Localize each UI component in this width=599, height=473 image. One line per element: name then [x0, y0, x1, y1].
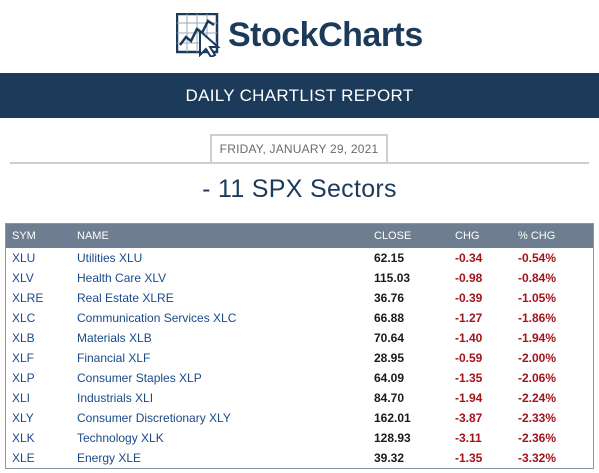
change-value: -0.34: [455, 251, 483, 265]
change-value: -1.35: [455, 371, 483, 385]
column-header-pct-chg[interactable]: % CHG: [518, 230, 556, 242]
table-row: XLP Consumer Staples XLP 64.09 -1.35 -2.06%: [6, 368, 593, 388]
close-value: 162.01: [374, 411, 411, 425]
close-value: 128.93: [374, 431, 411, 445]
table-row: XLE Energy XLE 39.32 -1.35 -3.32%: [6, 448, 593, 468]
close-value: 66.88: [374, 311, 405, 325]
change-value: -1.35: [455, 451, 483, 465]
symbol-link[interactable]: XLI: [12, 391, 31, 405]
symbol-link[interactable]: XLE: [12, 451, 35, 465]
name-link[interactable]: Real Estate XLRE: [77, 291, 174, 305]
symbol-link[interactable]: XLF: [12, 351, 35, 365]
table-row: XLY Consumer Discretionary XLY 162.01 -3.87…: [6, 408, 593, 428]
table-row: XLV Health Care XLV 115.03 -0.98 -0.84%: [6, 268, 593, 288]
close-value: 36.76: [374, 291, 405, 305]
table-row: XLC Communication Services XLC 66.88 -1.27 -…: [6, 308, 593, 328]
name-link[interactable]: Health Care XLV: [77, 271, 167, 285]
close-value: 64.09: [374, 371, 405, 385]
percent-change-value: -3.32%: [518, 451, 557, 465]
percent-change-value: -2.24%: [518, 391, 557, 405]
percent-change-value: -2.00%: [518, 351, 557, 365]
report-date-box: FRIDAY, JANUARY 29, 2021: [210, 134, 388, 164]
change-value: -0.39: [455, 291, 483, 305]
change-value: -3.87: [455, 411, 483, 425]
name-link[interactable]: Consumer Discretionary XLY: [77, 411, 231, 425]
close-value: 70.64: [374, 331, 405, 345]
table-header: SYM NAME CLOSE CHG % CHG: [6, 224, 593, 248]
report-title: - 11 SPX Sectors: [202, 175, 397, 203]
percent-change-value: -0.54%: [518, 251, 557, 265]
chart-cursor-icon: [176, 13, 221, 57]
brand-logo[interactable]: StockCharts: [176, 12, 423, 58]
name-link[interactable]: Communication Services XLC: [77, 311, 237, 325]
change-value: -1.40: [455, 331, 483, 345]
symbol-link[interactable]: XLC: [12, 311, 36, 325]
symbol-link[interactable]: XLB: [12, 331, 35, 345]
close-value: 115.03: [374, 271, 411, 285]
name-link[interactable]: Energy XLE: [77, 451, 142, 465]
table-row: XLU Utilities XLU 62.15 -0.34 -0.54%: [6, 248, 593, 268]
change-value: -1.27: [455, 311, 483, 325]
name-link[interactable]: Consumer Staples XLP: [77, 371, 202, 385]
table-row: XLB Materials XLB 70.64 -1.40 -1.94%: [6, 328, 593, 348]
change-value: -0.59: [455, 351, 483, 365]
sector-table: SYM NAME CLOSE CHG % CHG XLU Utilities XL…: [5, 223, 594, 469]
percent-change-value: -2.36%: [518, 431, 557, 445]
symbol-link[interactable]: XLRE: [12, 291, 44, 305]
name-link[interactable]: Industrials XLI: [77, 391, 154, 405]
percent-change-value: -1.86%: [518, 311, 557, 325]
report-banner: DAILY CHARTLIST REPORT: [0, 73, 599, 118]
change-value: -3.11: [455, 431, 482, 445]
symbol-link[interactable]: XLV: [12, 271, 34, 285]
percent-change-value: -1.05%: [518, 291, 557, 305]
logo-bar: StockCharts: [0, 0, 599, 73]
name-link[interactable]: Financial XLF: [77, 351, 151, 365]
percent-change-value: -2.33%: [518, 411, 557, 425]
table-row: XLI Industrials XLI 84.70 -1.94 -2.24%: [6, 388, 593, 408]
table-row: XLK Technology XLK 128.93 -3.11 -2.36%: [6, 428, 593, 448]
name-link[interactable]: Materials XLB: [77, 331, 152, 345]
name-link[interactable]: Technology XLK: [77, 431, 164, 445]
column-header-close[interactable]: CLOSE: [374, 230, 412, 242]
change-value: -0.98: [455, 271, 483, 285]
change-value: -1.94: [455, 391, 483, 405]
column-header-name[interactable]: NAME: [77, 230, 109, 242]
column-header-chg[interactable]: CHG: [455, 230, 480, 242]
close-value: 39.32: [374, 451, 405, 465]
percent-change-value: -1.94%: [518, 331, 557, 345]
close-value: 84.70: [374, 391, 405, 405]
table-row: XLF Financial XLF 28.95 -0.59 -2.00%: [6, 348, 593, 368]
close-value: 62.15: [374, 251, 405, 265]
symbol-link[interactable]: XLK: [12, 431, 35, 445]
name-link[interactable]: Utilities XLU: [77, 251, 143, 265]
symbol-link[interactable]: XLU: [12, 251, 36, 265]
symbol-link[interactable]: XLY: [12, 411, 34, 425]
banner-title: DAILY CHARTLIST REPORT: [185, 85, 414, 105]
symbol-link[interactable]: XLP: [12, 371, 35, 385]
report-date: FRIDAY, JANUARY 29, 2021: [219, 142, 379, 156]
percent-change-value: -0.84%: [518, 271, 557, 285]
table-row: XLRE Real Estate XLRE 36.76 -0.39 -1.05%: [6, 288, 593, 308]
brand-name: StockCharts: [228, 15, 423, 54]
column-header-sym[interactable]: SYM: [12, 230, 36, 242]
percent-change-value: -2.06%: [518, 371, 557, 385]
close-value: 28.95: [374, 351, 405, 365]
